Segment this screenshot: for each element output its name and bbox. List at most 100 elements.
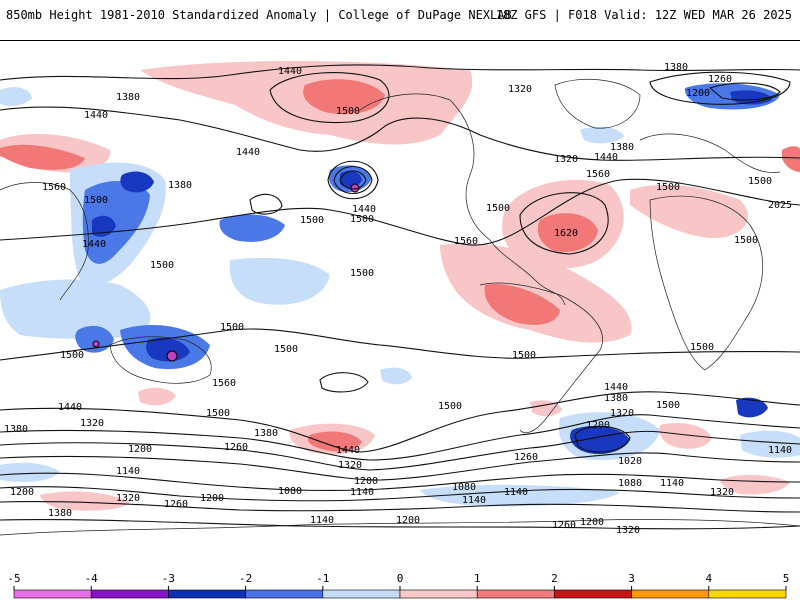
contour-label: 1500 bbox=[656, 400, 680, 411]
coastlines bbox=[0, 78, 800, 536]
contour-label: 1560 bbox=[42, 182, 66, 193]
pos-anomaly-antarctic-west bbox=[40, 491, 130, 511]
contour-label: 1440 bbox=[58, 402, 82, 413]
contour-1500-tropics bbox=[0, 328, 800, 361]
legend-swatch bbox=[168, 589, 246, 599]
contour-label: 1200 bbox=[586, 420, 610, 431]
contour-label: 1440 bbox=[84, 110, 108, 121]
coast-antarctica bbox=[0, 519, 800, 536]
contour-label: 1080 bbox=[452, 482, 476, 493]
neg-anomaly-antarctica bbox=[420, 484, 620, 507]
legend-tick-label: -1 bbox=[316, 572, 329, 585]
contour-1440-south bbox=[0, 391, 800, 453]
contour-gulf-low-3 bbox=[327, 160, 379, 200]
contour-label: 1380 bbox=[610, 142, 634, 153]
contour-label: 1140 bbox=[350, 487, 374, 498]
contour-label: 1320 bbox=[116, 493, 140, 504]
neg-anomaly-south-indian bbox=[736, 397, 768, 418]
contour-label: 1440 bbox=[352, 204, 376, 215]
legend-tick-label: -5 bbox=[7, 572, 20, 585]
neg-anomaly-indonesia bbox=[0, 279, 151, 339]
legend-swatch bbox=[708, 589, 787, 599]
contour-label: 1500 bbox=[300, 215, 324, 226]
legend-swatch bbox=[399, 589, 478, 599]
legend-swatch bbox=[631, 589, 710, 599]
neg-anomaly-north-atlantic-small bbox=[580, 126, 624, 144]
contour-1620-high-atlantic bbox=[519, 192, 609, 255]
contour-label: 1560 bbox=[212, 378, 236, 389]
legend-tick-label: 3 bbox=[628, 572, 635, 585]
coast-africa bbox=[649, 195, 764, 371]
contour-label: 1500 bbox=[656, 182, 680, 193]
legend-tick-label: 5 bbox=[783, 572, 790, 585]
contour-label: 1500 bbox=[350, 268, 374, 279]
pos-anomaly-indian-ocean bbox=[138, 387, 176, 406]
contour-label: 1260 bbox=[514, 452, 538, 463]
legend-bar bbox=[13, 589, 787, 599]
contour-label: 1500 bbox=[206, 408, 230, 419]
contour-label: 1080 bbox=[618, 478, 642, 489]
contour-1320-south bbox=[0, 430, 800, 471]
legend-tick-label: 4 bbox=[705, 572, 712, 585]
contour-label: 1500 bbox=[84, 195, 108, 206]
contour-label: 1380 bbox=[48, 508, 72, 519]
neg-anomaly-siberia bbox=[0, 87, 32, 106]
contour-label: 1260 bbox=[552, 520, 576, 531]
contour-1380-north bbox=[0, 64, 800, 81]
pos-anomaly-south-america-core bbox=[484, 284, 560, 325]
contour-label: 1260 bbox=[224, 442, 248, 453]
contour-label: 1560 bbox=[454, 236, 478, 247]
pos-anomaly-southern-ocean-core bbox=[308, 431, 362, 452]
contour-label: 1020 bbox=[618, 456, 642, 467]
contour-1320-greenland bbox=[649, 71, 791, 105]
contour-label: 1140 bbox=[310, 515, 334, 526]
contour-label: 1380 bbox=[116, 92, 140, 103]
pos-anomaly-alaska-core bbox=[303, 79, 385, 115]
map-header: 850mb Height 1981-2010 Standardized Anom… bbox=[0, 0, 800, 34]
contour-label: 1500 bbox=[734, 235, 758, 246]
contour-label: 1320 bbox=[610, 408, 634, 419]
contour-label: 1620 bbox=[554, 228, 578, 239]
contour-label: 1380 bbox=[168, 180, 192, 191]
pos-anomaly-asia-core bbox=[0, 144, 85, 170]
neg-anomaly-south-atlantic-core bbox=[570, 425, 630, 455]
contour-label: 1380 bbox=[664, 62, 688, 73]
neg-anomaly-west-antarctica bbox=[0, 462, 60, 482]
pos-anomaly-antarctic-east bbox=[720, 474, 790, 495]
neg-anomaly-hawaii-west bbox=[219, 214, 285, 242]
contour-low-south-atlantic bbox=[574, 425, 631, 453]
contour-1560-subtropics bbox=[0, 178, 800, 246]
neg-anomaly-central-pacific bbox=[229, 257, 330, 305]
contour-label: 1380 bbox=[604, 393, 628, 404]
neg-anomaly-west-pacific-core bbox=[82, 180, 150, 264]
contour-1440-north bbox=[0, 106, 800, 161]
contour-label: 1320 bbox=[508, 84, 532, 95]
contour-label: 1140 bbox=[504, 487, 528, 498]
contour-label: 1500 bbox=[350, 214, 374, 225]
contour-label: 1440 bbox=[604, 382, 628, 393]
pos-anomaly-south-america bbox=[440, 243, 632, 343]
neg-anomaly-australia-west bbox=[75, 325, 114, 353]
contour-label: 1200 bbox=[686, 88, 710, 99]
contour-label: 1320 bbox=[554, 154, 578, 165]
legend-swatch bbox=[554, 589, 632, 599]
contour-1380-south bbox=[0, 414, 800, 461]
contour-label: 1260 bbox=[164, 499, 188, 510]
neg-extreme-south-australia bbox=[166, 350, 178, 362]
coast-australia bbox=[109, 336, 212, 384]
legend-tick-label: -3 bbox=[162, 572, 175, 585]
contour-label: 1440 bbox=[236, 147, 260, 158]
contour-1500-high-alaska bbox=[269, 72, 390, 124]
pos-anomaly-atlantic-core bbox=[537, 213, 598, 252]
contour-label: 1500 bbox=[274, 344, 298, 355]
contour-label: 1500 bbox=[748, 176, 772, 187]
contour-1320-antarctica bbox=[0, 519, 800, 530]
contour-gulf-low-2 bbox=[333, 166, 373, 194]
legend-swatch bbox=[245, 589, 324, 599]
map-title: 850mb Height 1981-2010 Standardized Anom… bbox=[6, 8, 512, 22]
contour-label: 1380 bbox=[254, 428, 278, 439]
coast-asia bbox=[0, 182, 89, 301]
legend-swatch bbox=[90, 589, 169, 599]
